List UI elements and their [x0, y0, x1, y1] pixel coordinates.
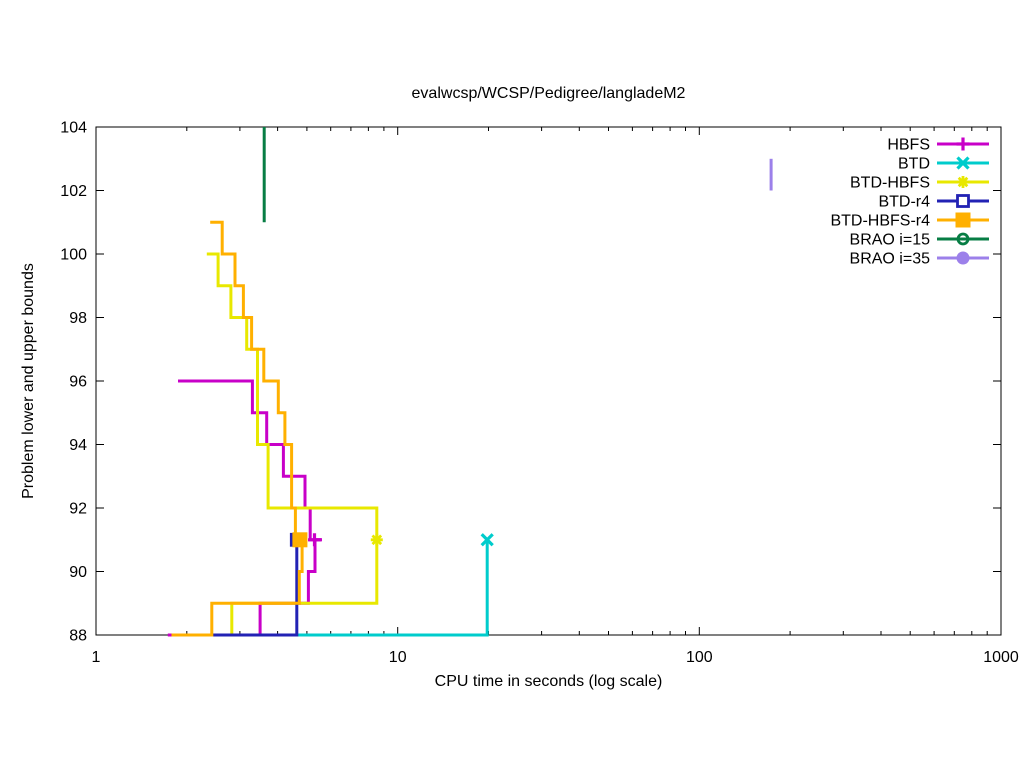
legend-marker-btd-hbfs-icon — [957, 176, 969, 188]
series-hbfs-line-0 — [178, 379, 322, 542]
series-btd-hbfs-line-0 — [206, 252, 379, 540]
x-tick-label: 1 — [92, 649, 101, 666]
series-hbfs-marker — [308, 533, 321, 547]
x-tick-label: 100 — [686, 649, 713, 666]
series-btd-line-0 — [171, 539, 489, 637]
legend-marker-btd-hbfs-r4-icon — [955, 212, 971, 228]
y-tick-label: 92 — [69, 501, 87, 518]
y-tick-label: 88 — [69, 628, 87, 645]
series-btd-hbfs-marker — [370, 533, 383, 546]
legend-label-btd: BTD — [898, 156, 930, 173]
series-btd-r4-line-0 — [171, 539, 299, 637]
legend-marker-brao-i-35-icon — [956, 251, 970, 265]
legend-label-btd-hbfs-r4: BTD-HBFS-r4 — [830, 213, 930, 230]
y-tick-label: 96 — [69, 374, 87, 391]
series-btd-hbfs-r4-marker — [292, 532, 308, 548]
y-tick-label: 102 — [60, 183, 87, 200]
legend-label-brao-i-35: BRAO i=35 — [850, 251, 931, 268]
x-tick-label: 1000 — [983, 649, 1019, 666]
legend-label-btd-hbfs: BTD-HBFS — [850, 175, 930, 192]
legend-marker-hbfs-icon — [956, 137, 970, 151]
y-tick-label: 90 — [69, 564, 87, 581]
y-tick-label: 98 — [69, 310, 87, 327]
x-tick-label: 10 — [389, 649, 407, 666]
y-tick-label: 100 — [60, 247, 87, 264]
y-axis-label: Problem lower and upper bounds — [20, 263, 37, 499]
legend-label-brao-i-15: BRAO i=15 — [850, 232, 931, 249]
legend-label-hbfs: HBFS — [887, 137, 930, 154]
series-btd-hbfs-r4-line-0 — [210, 220, 306, 542]
y-tick-label: 94 — [69, 437, 87, 454]
chart-title: evalwcsp/WCSP/Pedigree/langladeM2 — [411, 85, 686, 102]
legend-marker-btd-r4-icon — [956, 194, 970, 208]
series-btd-hbfs-line-1 — [171, 539, 379, 637]
legend-marker-brao-i-15-icon — [956, 232, 970, 246]
series-btd-hbfs-r4-line-1 — [171, 538, 306, 637]
legend-label-btd-r4: BTD-r4 — [878, 194, 930, 211]
series-btd-marker — [480, 533, 494, 547]
legend-marker-btd-icon — [956, 156, 970, 170]
x-axis-label: CPU time in seconds (log scale) — [434, 673, 663, 690]
y-tick-label: 104 — [60, 120, 87, 137]
